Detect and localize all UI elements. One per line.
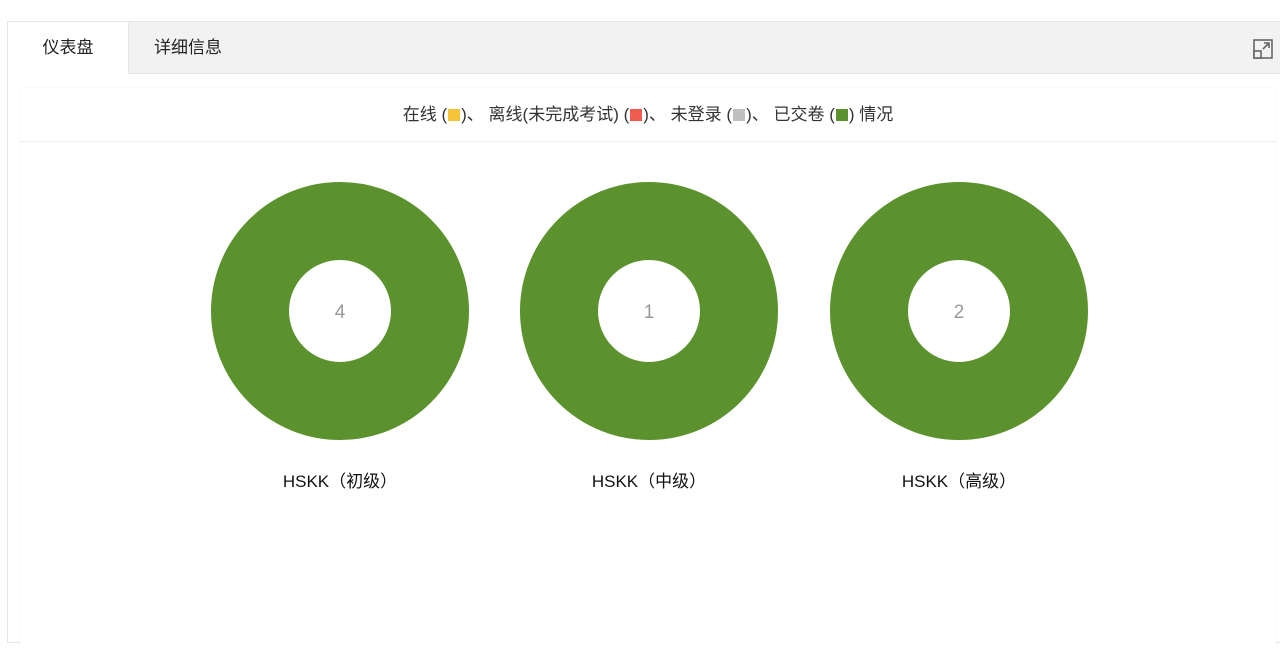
legend-not-logged: 未登录 ( (670, 105, 733, 124)
tab-dashboard[interactable]: 仪表盘 (8, 22, 129, 74)
legend-online: 在线 ( (402, 105, 448, 124)
legend-sep: )、 (746, 105, 769, 124)
chart-title-2: HSKK（中级） (591, 472, 707, 491)
donut-charts: 4 1 2 (211, 182, 1088, 440)
tab-details[interactable]: 详细信息 (154, 38, 222, 57)
donut-slice-2-3[interactable] (520, 182, 778, 440)
chart-title-3: HSKK（高级） (901, 472, 1017, 491)
donut-center-label-3: 2 (954, 302, 965, 323)
legend-swatch-not-logged (733, 109, 746, 121)
legend-offline: 离线(未完成考试) ( (488, 105, 630, 124)
chart-legend: 在线 ()、 离线(未完成考试) ()、 未登录 ()、 已交卷 () 情况 (20, 88, 1276, 142)
expand-icon[interactable] (1253, 39, 1273, 59)
legend-swatch-submitted (835, 109, 848, 121)
legend-sep: )、 (643, 105, 666, 124)
donut-slice-3-3[interactable] (830, 182, 1088, 440)
legend-swatch-online (448, 109, 461, 121)
tab-bar: 仪表盘 详细信息 (8, 22, 1280, 74)
donut-center-label-1: 4 (335, 302, 346, 323)
tab-panel: 仪表盘 详细信息 在线 ()、 离线(未完成考试) ()、 未登录 ()、 已交… (7, 21, 1280, 648)
donut-center-label-2: 1 (644, 302, 655, 323)
donut-slice-1-3[interactable] (211, 182, 469, 440)
dashboard-card: 在线 ()、 离线(未完成考试) ()、 未登录 ()、 已交卷 () 情况 4… (20, 88, 1276, 648)
chart-title-1: HSKK（初级） (282, 472, 398, 491)
legend-sep: ) 情况 (848, 105, 894, 124)
legend-submitted: 已交卷 ( (773, 105, 835, 124)
legend-swatch-offline (630, 109, 643, 121)
legend-sep: )、 (461, 105, 484, 124)
